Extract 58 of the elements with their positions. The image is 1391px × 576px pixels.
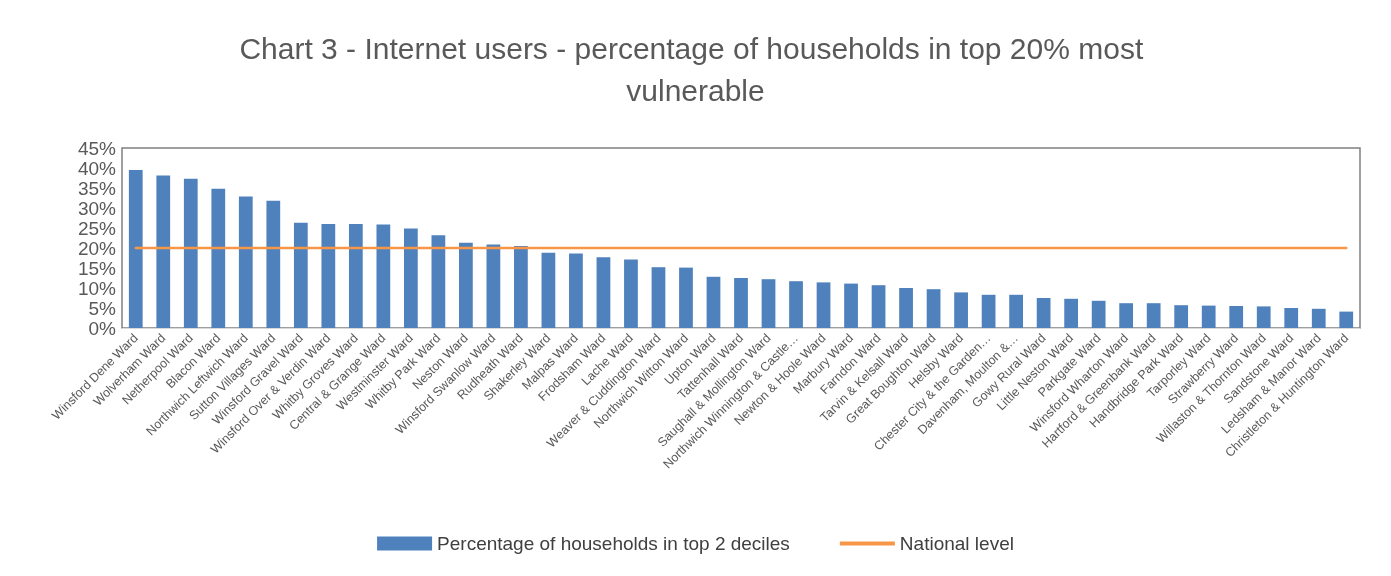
bar: [1256, 306, 1271, 328]
bar: [926, 289, 941, 328]
y-tick-label: 25%: [77, 217, 117, 239]
y-tick-label: 20%: [77, 237, 117, 259]
y-tick-label: 0%: [88, 317, 117, 339]
bar: [981, 294, 996, 328]
bar: [321, 224, 336, 328]
legend-label: Percentage of households in top 2 deciles: [437, 533, 790, 554]
bar: [1201, 305, 1216, 328]
bar: [844, 283, 858, 328]
bar: [459, 242, 473, 328]
bar: [734, 278, 748, 328]
bar: [211, 188, 226, 328]
bar: [183, 178, 198, 328]
bar: [679, 267, 693, 328]
bar: [1009, 294, 1023, 328]
bar: [1284, 308, 1299, 328]
bar: [789, 281, 803, 328]
bar: [128, 170, 143, 328]
bar: [1064, 298, 1079, 328]
bar: [706, 276, 721, 328]
bar: [624, 259, 638, 328]
bar: [514, 246, 528, 328]
y-tick-label: 10%: [77, 277, 117, 299]
bar: [569, 253, 583, 328]
y-tick-label: 15%: [77, 257, 117, 279]
y-tick-label: 5%: [88, 297, 117, 319]
bar: [871, 285, 886, 328]
bar: [541, 252, 556, 328]
bar: [348, 224, 363, 328]
y-tick-label: 40%: [77, 157, 117, 179]
bar: [1339, 311, 1354, 328]
y-tick-label: 30%: [77, 197, 117, 219]
y-tick-label: 45%: [77, 137, 117, 159]
bar: [651, 267, 666, 328]
bar: [1174, 305, 1189, 328]
bar: [596, 257, 611, 328]
y-tick-label: 35%: [77, 177, 117, 199]
bar: [238, 196, 253, 328]
bar: [486, 244, 501, 328]
bar: [266, 200, 281, 328]
bar: [293, 222, 308, 328]
bar: [403, 228, 418, 328]
bar: [1311, 308, 1326, 328]
bar: [376, 224, 391, 328]
bar: [761, 279, 776, 328]
bar: [1119, 303, 1134, 328]
bar: [431, 235, 446, 328]
bar: [156, 175, 171, 328]
bar: [1146, 303, 1161, 328]
bar: [899, 288, 913, 328]
bar: [1091, 300, 1106, 328]
chart-title: Chart 3 - Internet users - percentage of households in top 20% most vulnerable: [239, 31, 1152, 107]
legend-label: National level: [899, 533, 1014, 554]
bar: [816, 282, 831, 328]
bar: [1229, 306, 1244, 328]
bar: [1036, 298, 1051, 328]
bar: [954, 292, 968, 328]
